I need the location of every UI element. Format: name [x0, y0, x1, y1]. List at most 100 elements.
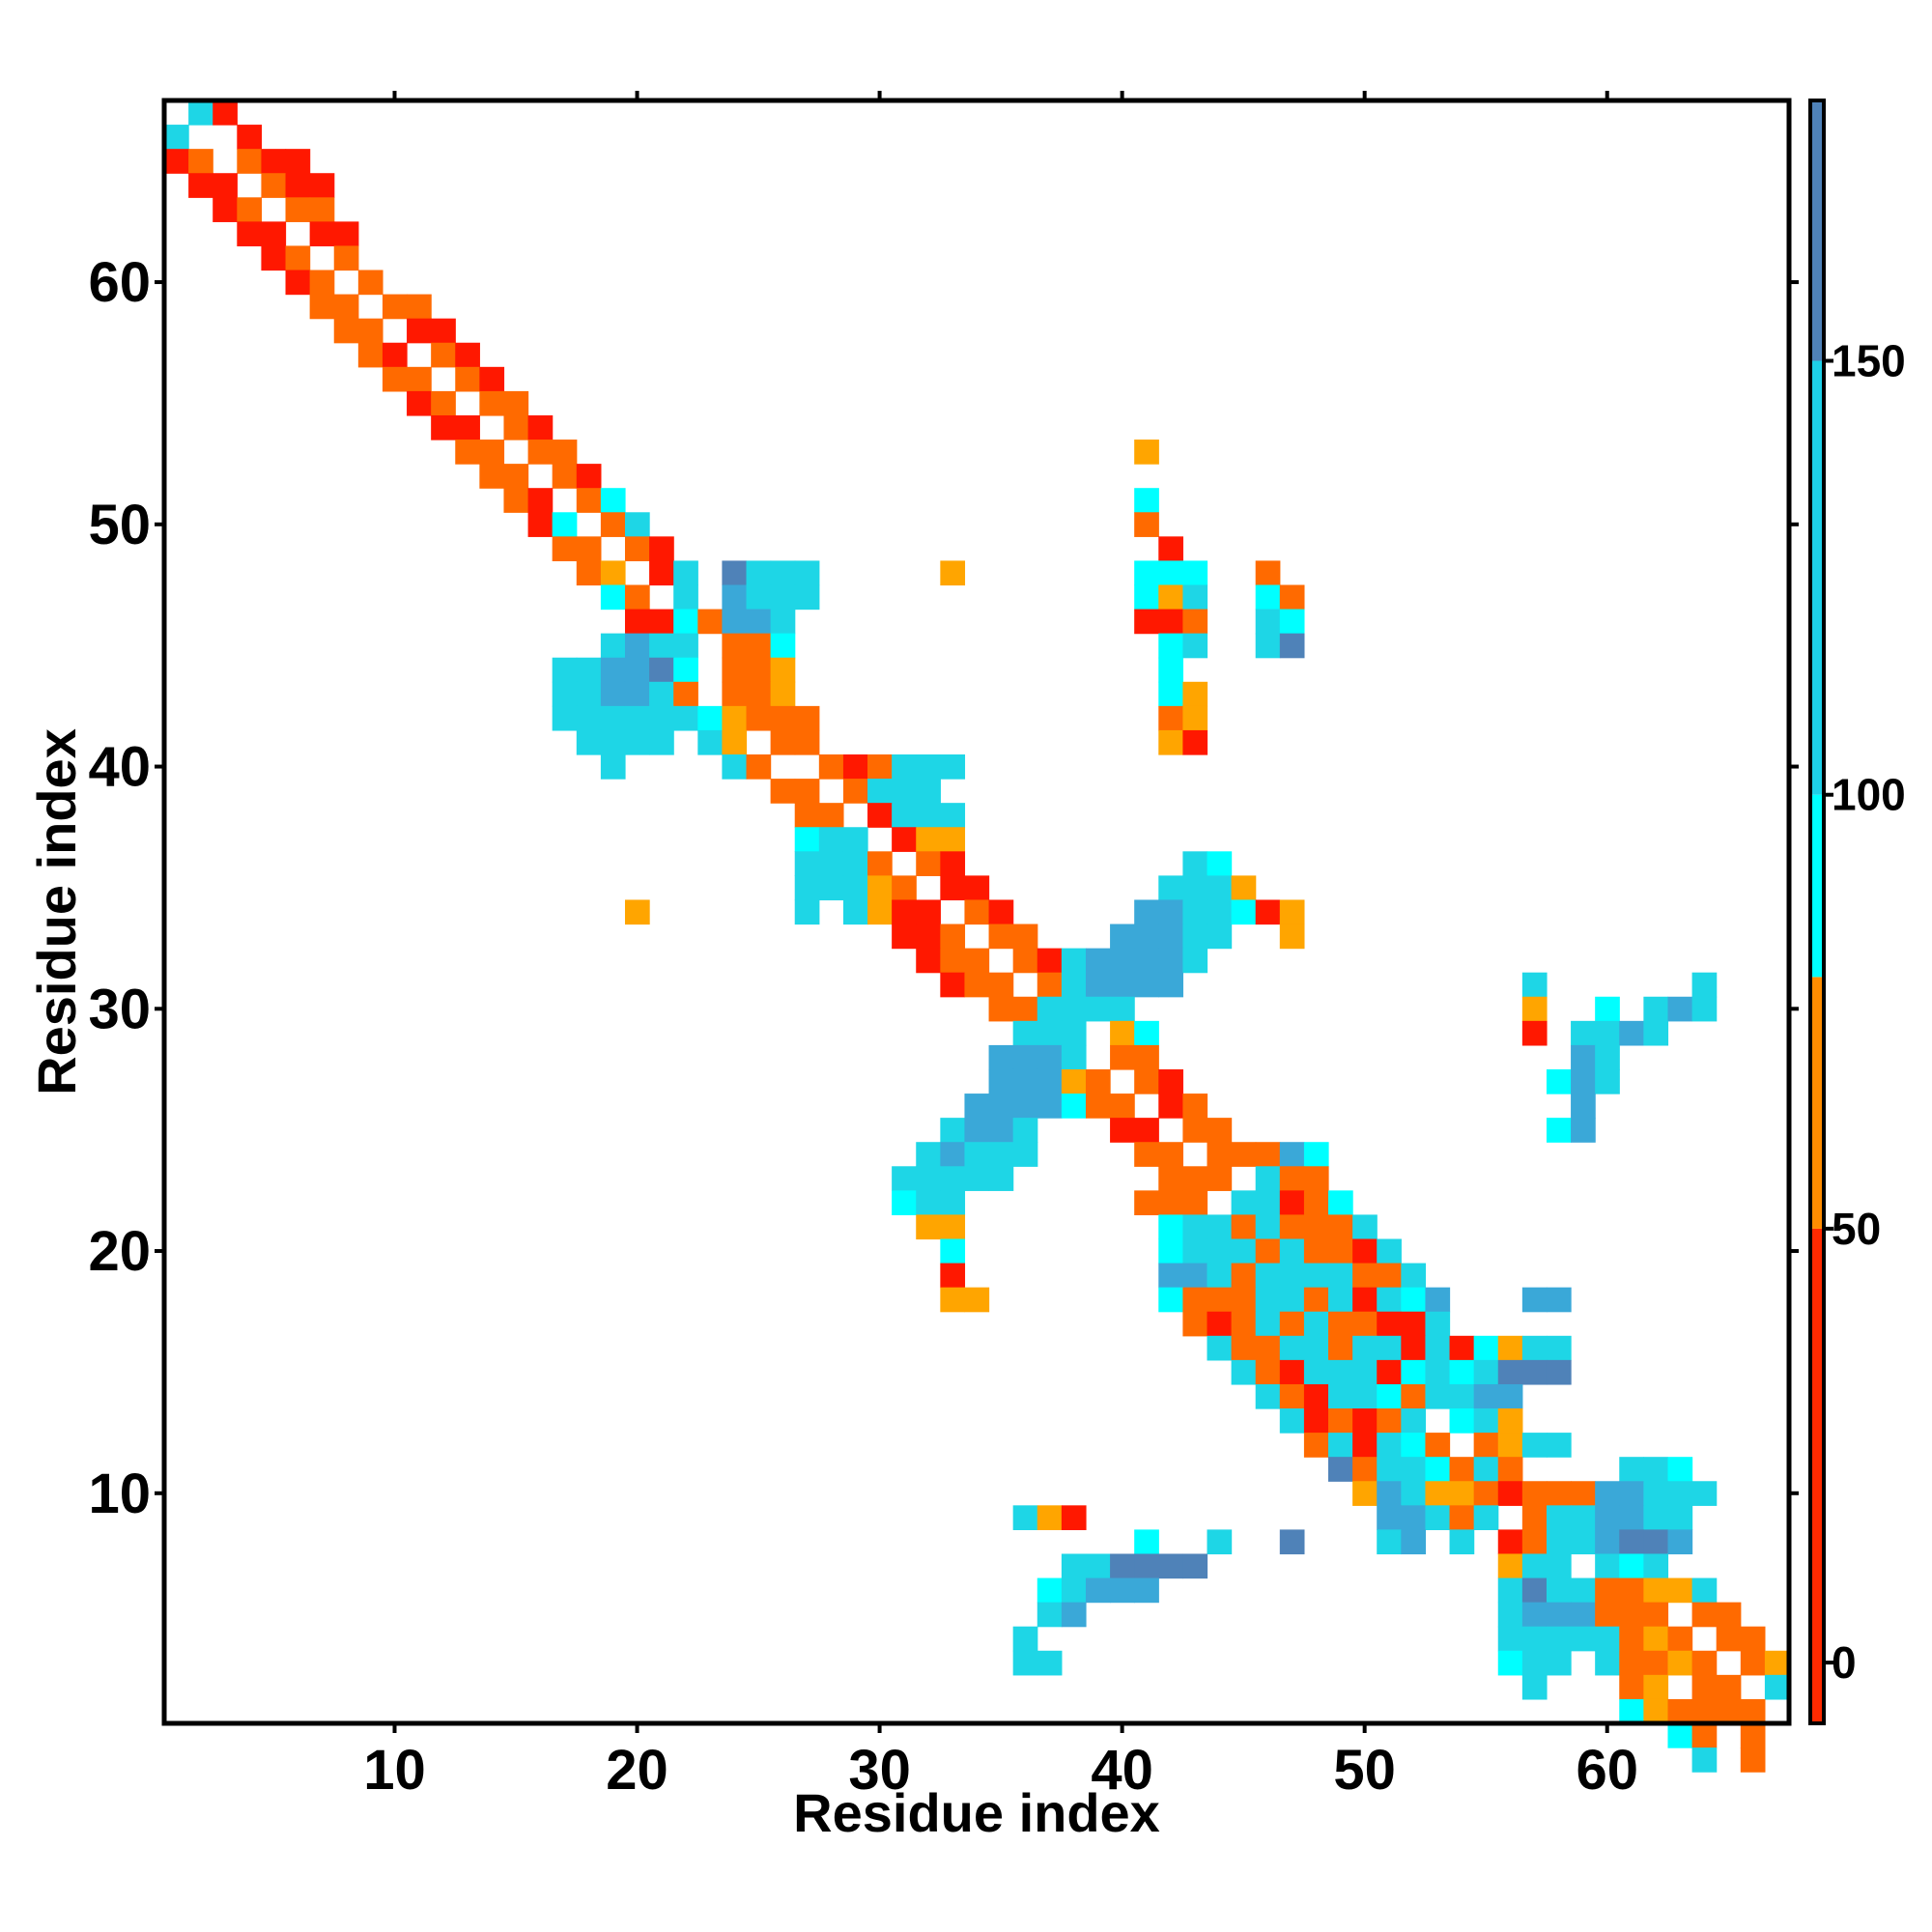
heatmap-cell — [1158, 923, 1183, 950]
heatmap-cell — [455, 342, 480, 368]
heatmap-cell — [1231, 1311, 1257, 1337]
heatmap-cell — [1255, 1238, 1281, 1264]
heatmap-cell — [1207, 875, 1233, 901]
heatmap-cell — [382, 294, 408, 320]
heatmap-cell — [722, 609, 748, 635]
heatmap-cell — [1182, 729, 1208, 755]
heatmap-cell — [431, 342, 456, 368]
heatmap-cell — [1012, 1650, 1038, 1676]
heatmap-cell — [1691, 1674, 1718, 1700]
heatmap-cell — [940, 1142, 966, 1167]
heatmap-cell — [916, 899, 941, 925]
heatmap-cell — [1134, 488, 1159, 513]
x-tick-label: 20 — [606, 1739, 668, 1802]
y-tick-label: 40 — [88, 736, 151, 799]
heatmap-cell — [1377, 1238, 1402, 1264]
heatmap-cell — [1012, 1142, 1038, 1167]
heatmap-cell — [1012, 1118, 1038, 1143]
heatmap-cell — [1425, 1335, 1451, 1361]
heatmap-cell — [1037, 1094, 1063, 1119]
heatmap-cell — [1667, 1650, 1693, 1676]
heatmap-cell — [1303, 1238, 1329, 1264]
heatmap-cell — [1473, 1359, 1499, 1385]
heatmap-cell — [552, 464, 578, 489]
y-tick-label: 60 — [88, 251, 151, 314]
x-tick-label: 50 — [1333, 1739, 1396, 1802]
heatmap-cell — [1255, 609, 1281, 635]
heatmap-cell — [1231, 1214, 1257, 1240]
heatmap-cell — [1619, 1698, 1644, 1724]
heatmap-cell — [1643, 1602, 1669, 1628]
heatmap-cell — [527, 512, 554, 537]
heatmap-cell — [1352, 1359, 1378, 1385]
heatmap-cell — [1158, 972, 1183, 998]
heatmap-cell — [1497, 1553, 1523, 1579]
colorbar-tick-label: 150 — [1832, 336, 1906, 386]
heatmap-cell — [867, 803, 893, 828]
heatmap-cell — [1158, 1263, 1183, 1289]
heatmap-cell — [1546, 1481, 1572, 1506]
heatmap-cell — [1134, 899, 1159, 925]
heatmap-cell — [1061, 1068, 1087, 1094]
heatmap-cell — [892, 754, 917, 780]
heatmap-cell — [988, 1068, 1014, 1094]
heatmap-cell — [988, 972, 1014, 998]
heatmap-cell — [988, 923, 1014, 950]
heatmap-cell — [1595, 1505, 1620, 1530]
heatmap-cell — [892, 923, 917, 950]
heatmap-cell — [940, 1118, 966, 1143]
heatmap-cell — [916, 1214, 941, 1240]
heatmap-cell — [1037, 1020, 1063, 1046]
heatmap-cell — [964, 948, 990, 974]
heatmap-cell — [1158, 1238, 1183, 1264]
heatmap-cell — [309, 221, 335, 247]
heatmap-cell — [1328, 1263, 1353, 1289]
heatmap-cell — [916, 1142, 941, 1167]
heatmap-cell — [1182, 1263, 1208, 1289]
heatmap-cell — [722, 657, 748, 683]
heatmap-cell — [188, 173, 213, 198]
heatmap-cell — [1473, 1457, 1499, 1482]
heatmap-cell — [746, 657, 772, 683]
heatmap-cell — [600, 681, 626, 707]
heatmap-cell — [916, 754, 941, 780]
heatmap-cell — [1521, 1287, 1548, 1313]
heatmap-cell — [1619, 1457, 1644, 1482]
heatmap-cell — [600, 729, 626, 755]
heatmap-cell — [382, 342, 408, 368]
heatmap-cell — [1279, 609, 1305, 635]
heatmap-cell — [842, 779, 868, 804]
heatmap-cell — [964, 1142, 990, 1167]
heatmap-cell — [1182, 875, 1208, 901]
heatmap-cell — [1110, 1553, 1135, 1579]
heatmap-cell — [1740, 1698, 1766, 1724]
heatmap-cell — [431, 414, 456, 440]
heatmap-cell — [479, 366, 505, 392]
heatmap-cell — [479, 390, 505, 416]
heatmap-cell — [1110, 1020, 1135, 1046]
heatmap-cell — [1207, 1214, 1233, 1240]
heatmap-cell — [213, 173, 238, 198]
heatmap-cell — [842, 754, 868, 780]
heatmap-cell — [1497, 1383, 1523, 1409]
heatmap-cell — [1571, 1118, 1596, 1143]
heatmap-cell — [1377, 1457, 1402, 1482]
heatmap-cell — [1061, 1020, 1087, 1046]
heatmap-cell — [1110, 1577, 1135, 1604]
heatmap-cell — [576, 657, 602, 683]
heatmap-cell — [309, 294, 335, 320]
heatmap-cell — [770, 560, 796, 586]
heatmap-cell — [722, 560, 748, 586]
heatmap-cell — [1061, 1553, 1087, 1579]
colorbar-segment — [1810, 100, 1824, 361]
heatmap-cell — [1255, 584, 1281, 611]
heatmap-cell — [649, 609, 674, 635]
heatmap-cell — [1328, 1408, 1353, 1434]
heatmap-cell — [1158, 1068, 1183, 1094]
heatmap-cell — [649, 560, 674, 586]
heatmap-cell — [649, 633, 674, 659]
heatmap-cell — [1085, 1553, 1111, 1579]
heatmap-cell — [867, 899, 893, 925]
heatmap-cell — [1182, 1238, 1208, 1264]
heatmap-cell — [1619, 1650, 1644, 1676]
